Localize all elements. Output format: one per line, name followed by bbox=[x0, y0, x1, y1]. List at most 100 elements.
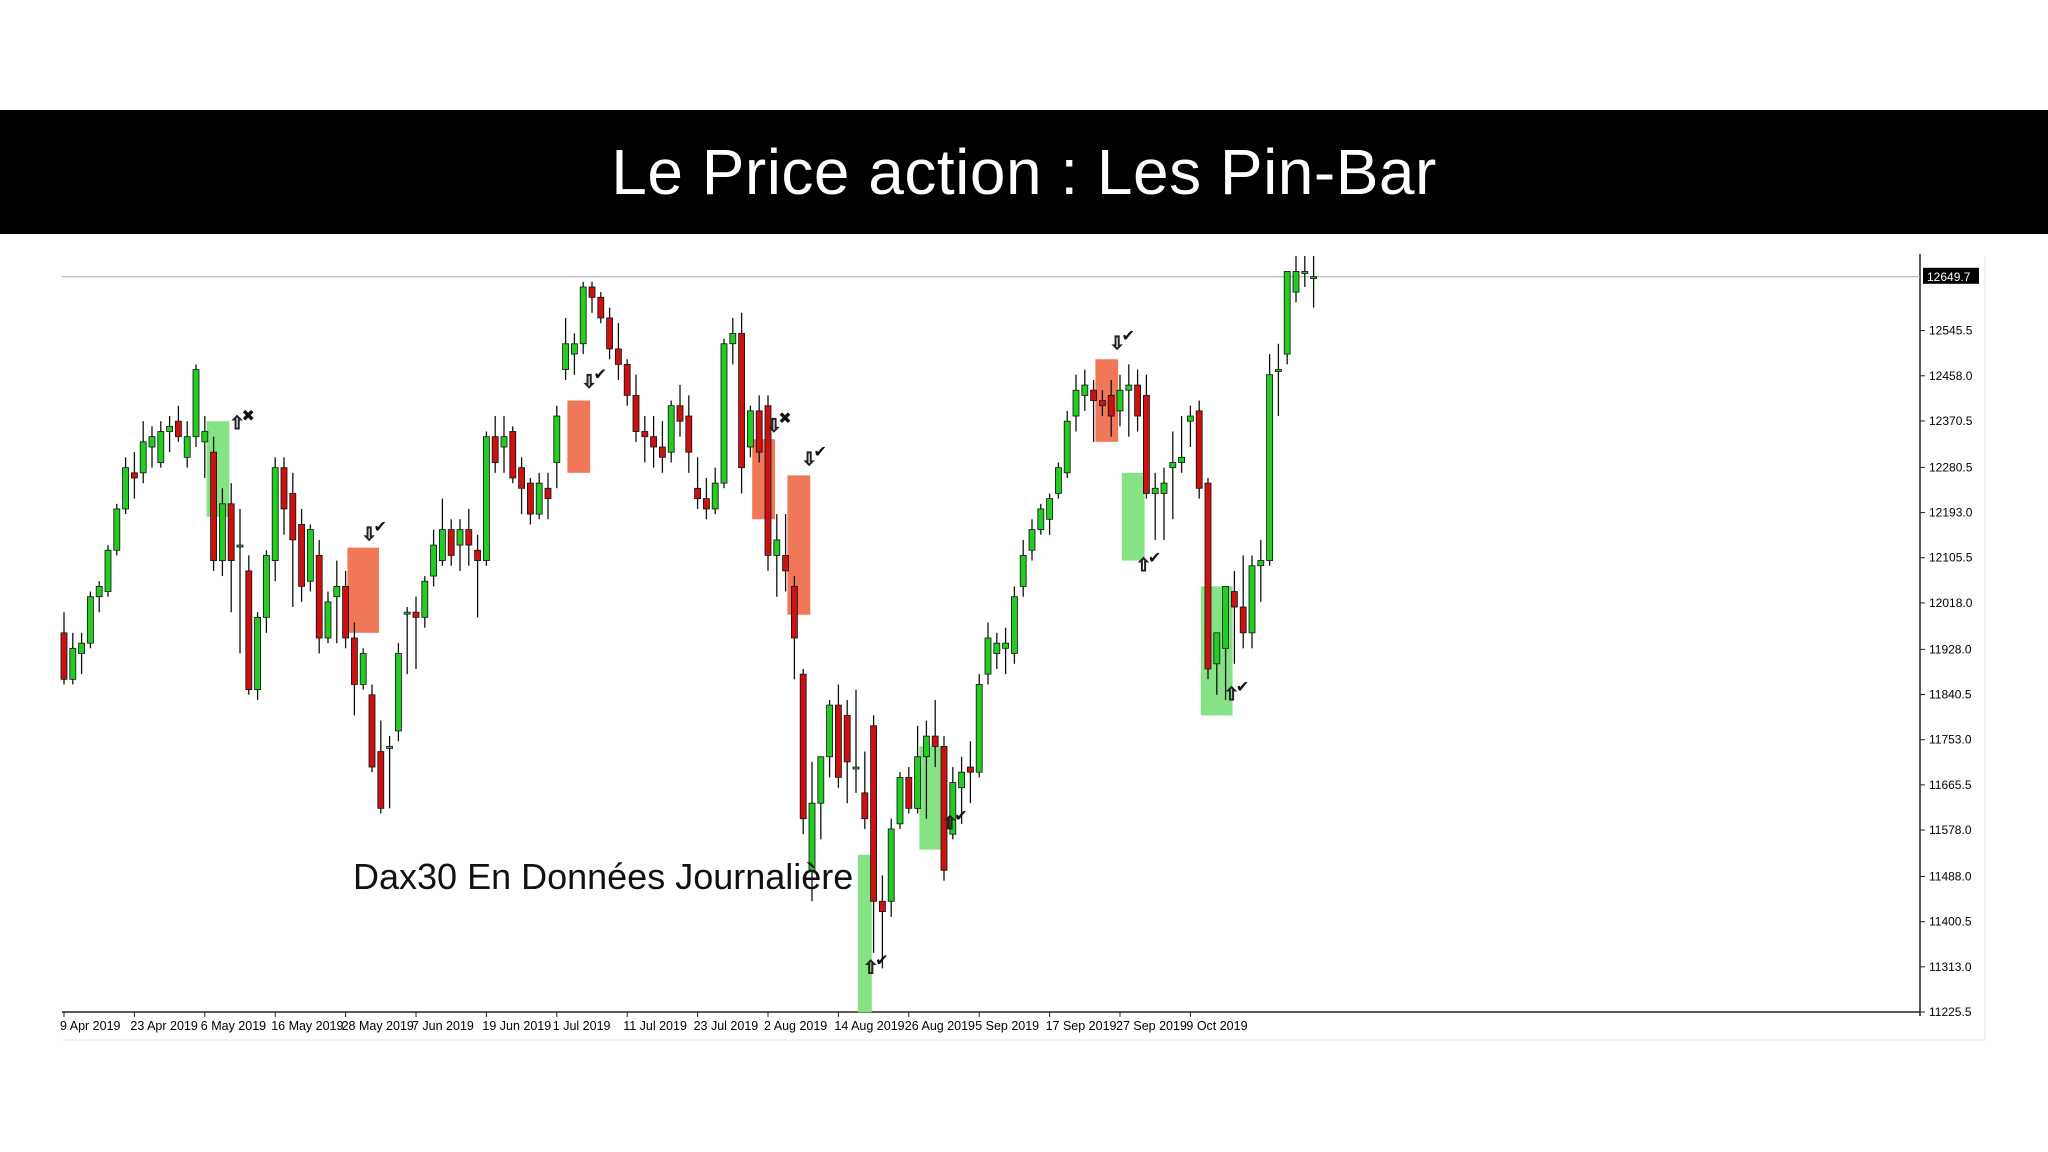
y-tick-label: 11313.0 bbox=[1929, 960, 1972, 974]
candle-bear bbox=[685, 415, 693, 453]
candle-bull bbox=[887, 828, 895, 902]
candle-bear bbox=[835, 704, 842, 778]
candle-bear bbox=[315, 555, 323, 639]
candle-bull bbox=[1213, 632, 1221, 665]
candle-bull bbox=[359, 653, 367, 685]
candle-bull bbox=[729, 333, 737, 345]
candle-bear bbox=[755, 410, 763, 453]
candle-bull bbox=[923, 735, 930, 758]
candle-bull bbox=[553, 415, 561, 463]
candle-bear bbox=[1195, 410, 1203, 489]
candle-bear bbox=[174, 420, 182, 438]
candle-bear bbox=[509, 431, 517, 479]
candle-bear bbox=[738, 333, 745, 469]
candle-bull bbox=[826, 704, 833, 758]
candle-bull bbox=[720, 343, 728, 484]
candle-bull bbox=[183, 436, 191, 458]
y-tick-label: 11665.5 bbox=[1929, 778, 1972, 792]
x-tick-label: 11 Jul 2019 bbox=[623, 1019, 687, 1033]
check-icon: ✔ bbox=[1236, 677, 1249, 696]
candle-bull bbox=[87, 596, 94, 644]
candle-bull bbox=[808, 802, 816, 871]
y-tick-label: 12370.5 bbox=[1929, 414, 1973, 428]
candle-bear bbox=[940, 746, 948, 871]
pinbar-highlight-bull bbox=[206, 421, 230, 517]
pinbar-highlight-bear bbox=[567, 400, 591, 473]
candle-bear bbox=[606, 317, 613, 350]
x-tick-label: 19 Jun 2019 bbox=[482, 1019, 551, 1033]
candle-bull bbox=[1283, 271, 1291, 355]
candle-bear bbox=[245, 570, 253, 691]
candle-bull bbox=[1046, 498, 1053, 520]
candle-bull bbox=[1019, 555, 1027, 587]
title-bar: Le Price action : Les Pin-Bar bbox=[0, 110, 2048, 234]
candle-bull bbox=[192, 369, 200, 438]
candle-bear bbox=[1204, 482, 1212, 670]
candle-bull bbox=[324, 601, 332, 639]
candle-bear bbox=[1107, 394, 1115, 417]
check-icon: ✔ bbox=[1148, 548, 1161, 567]
candle-bull bbox=[1037, 508, 1045, 530]
candle-bull bbox=[535, 482, 543, 515]
candle-bear bbox=[130, 472, 138, 479]
y-tick-label: 12458.0 bbox=[1929, 369, 1973, 383]
candle-bull bbox=[993, 642, 1001, 654]
candle-bull bbox=[236, 544, 244, 548]
candle-bear bbox=[615, 348, 622, 365]
candle-bull bbox=[262, 555, 270, 618]
candle-bear bbox=[1143, 394, 1150, 494]
candle-bear bbox=[465, 529, 473, 546]
candle-bear bbox=[650, 436, 657, 448]
y-tick-label: 12105.5 bbox=[1929, 551, 1973, 565]
candle-bear bbox=[377, 751, 385, 809]
pinbar-highlight-bear bbox=[787, 475, 811, 615]
candle-bull bbox=[403, 611, 411, 615]
candle-bear bbox=[967, 766, 974, 773]
candle-bear bbox=[544, 487, 552, 500]
candle-bear bbox=[799, 673, 807, 820]
candle-bull bbox=[747, 410, 754, 448]
candle-bear bbox=[703, 498, 710, 510]
y-tick-label: 11840.5 bbox=[1929, 688, 1972, 702]
x-tick-label: 16 May 2019 bbox=[271, 1019, 343, 1033]
candle-bull bbox=[1002, 642, 1009, 649]
candle-bear bbox=[527, 482, 534, 515]
candle-bull bbox=[667, 405, 675, 453]
candle-bull bbox=[1275, 369, 1282, 372]
check-icon: ✔ bbox=[954, 806, 967, 825]
cross-icon: ✖ bbox=[778, 409, 791, 428]
candle-bull bbox=[482, 436, 490, 561]
candle-bear bbox=[931, 735, 939, 747]
x-tick-label: 23 Apr 2019 bbox=[130, 1019, 197, 1033]
candle-bull bbox=[1160, 482, 1168, 494]
y-tick-label: 11488.0 bbox=[1929, 869, 1972, 883]
candle-bear bbox=[764, 405, 772, 556]
candle-bull bbox=[1222, 585, 1229, 649]
candle-bull bbox=[333, 585, 341, 598]
candle-bear bbox=[870, 725, 877, 902]
pinbar-highlight-bear bbox=[1095, 359, 1119, 442]
candle-bear bbox=[60, 632, 68, 680]
candle-bear bbox=[641, 431, 649, 438]
y-tick-label: 12545.5 bbox=[1929, 324, 1973, 338]
current-price-label: 12649.7 bbox=[1927, 270, 1971, 284]
pinbar-highlight-bull bbox=[919, 746, 943, 850]
candle-bull bbox=[254, 616, 262, 691]
candle-bull bbox=[579, 286, 587, 345]
x-tick-label: 6 May 2019 bbox=[201, 1019, 266, 1033]
candle-bear bbox=[447, 529, 455, 556]
candle-bull bbox=[773, 539, 781, 556]
candle-bull bbox=[975, 684, 983, 773]
candle-bear bbox=[227, 503, 235, 561]
candle-bear bbox=[694, 487, 701, 500]
candle-bull bbox=[306, 529, 314, 582]
x-tick-label: 9 Apr 2019 bbox=[60, 1019, 121, 1033]
pinbar-highlight-bull bbox=[857, 854, 872, 1013]
candle-bear bbox=[518, 467, 525, 489]
candle-bull bbox=[1011, 596, 1018, 654]
y-tick-label: 11753.0 bbox=[1929, 733, 1972, 747]
candle-bull bbox=[562, 343, 569, 370]
candle-bull bbox=[1310, 276, 1317, 280]
candle-bull bbox=[430, 544, 438, 577]
